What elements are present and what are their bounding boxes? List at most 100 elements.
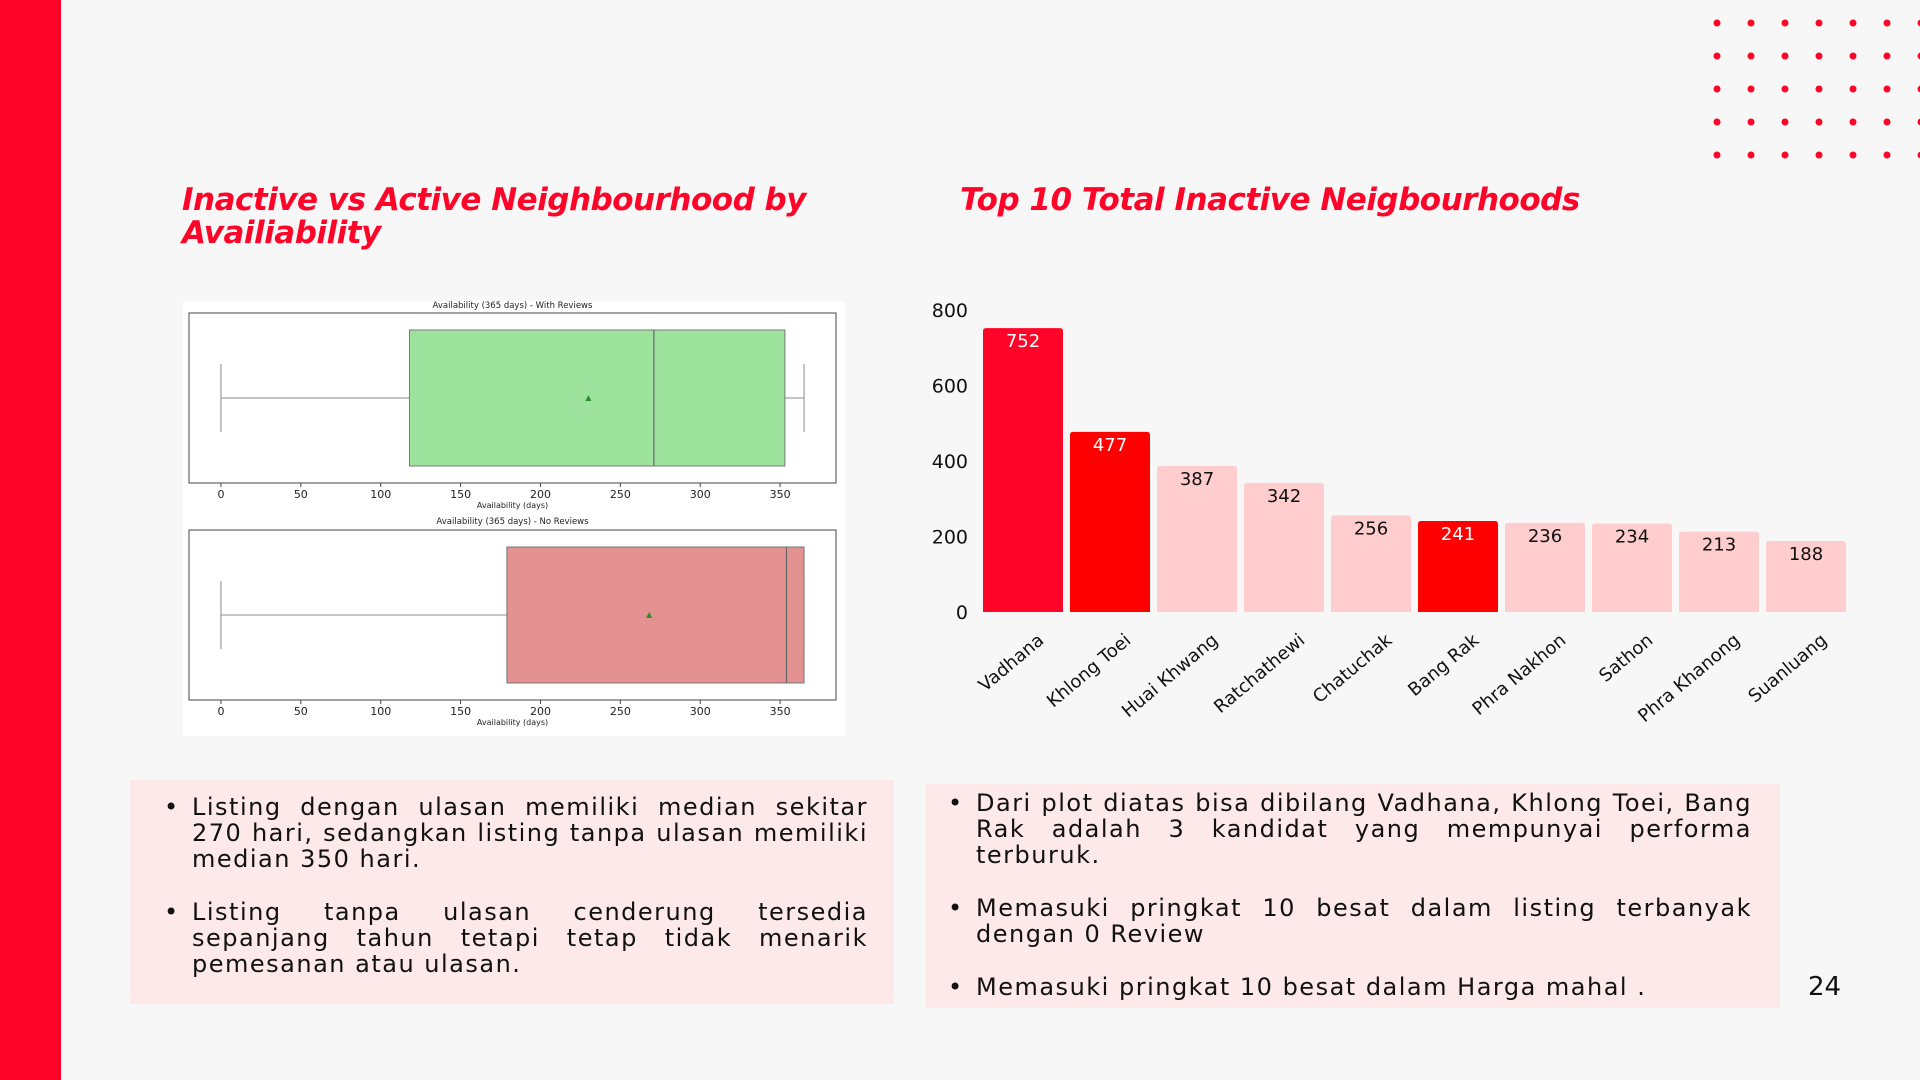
- boxplot-x-tick-label: 300: [690, 705, 711, 718]
- bar-phra-nakhon: [1505, 522, 1585, 612]
- right-notes-box: Dari plot diatas bisa dibilang Vadhana, …: [926, 784, 1780, 1008]
- page-number: 24: [1808, 972, 1842, 1002]
- bar-huai-khwang: [1157, 465, 1237, 612]
- bar-chart-figure: 0 200 400 600 800 752 Vadhana 477 Khlong Toei 387…: [932, 300, 1846, 727]
- boxplot-figure: Availability (365 days) - With Reviews 0 5…: [188, 301, 837, 727]
- decorative-dot: [1849, 85, 1857, 93]
- bar-category-label: Suanluang: [1745, 630, 1832, 708]
- decorative-dot: [1883, 118, 1891, 126]
- right-bullet-1: Dari plot diatas bisa dibilang Vadhana, …: [948, 790, 1752, 868]
- boxplot-box: [408, 329, 786, 467]
- bar-value-label: 342: [1267, 486, 1301, 507]
- bar-category-label: Khlong Toei: [1043, 630, 1135, 712]
- boxplot-title: Availability (365 days) - No Reviews: [436, 517, 589, 527]
- bar-y-tick-label: 0: [956, 602, 968, 624]
- boxplot-x-tick-label: 50: [294, 488, 308, 501]
- left-chart-title: Inactive vs Active Neighbourhood by Avai…: [182, 182, 806, 251]
- decorative-dot: [1781, 151, 1789, 159]
- bar-category-label: Vadhana: [975, 630, 1048, 696]
- decorative-dot: [1917, 151, 1920, 159]
- boxplot-x-tick-label: 250: [610, 488, 631, 501]
- decorative-dot: [1781, 19, 1789, 27]
- boxplot-x-tick-label: 350: [770, 705, 791, 718]
- bar-bang-rak: [1418, 521, 1498, 612]
- bar-category-label: Sathon: [1595, 630, 1657, 687]
- bar-suanluang: [1766, 541, 1846, 612]
- dot-pattern-decoration: [1713, 19, 1920, 159]
- boxplot-x-tick-label: 300: [690, 488, 711, 501]
- bar-category-label: Phra Nakhon: [1468, 630, 1570, 720]
- boxplot-mean-marker: [646, 612, 653, 618]
- decorative-dot: [1713, 19, 1721, 27]
- bar-vadhana: [983, 328, 1063, 612]
- boxplot-x-tick-label: 100: [370, 705, 391, 718]
- decorative-dot: [1781, 85, 1789, 93]
- decorative-dot: [1713, 118, 1721, 126]
- inactive-neighbourhood-bar-chart: 0 200 400 600 800 752 Vadhana 477 Khlong Toei 387…: [925, 290, 1865, 750]
- left-bullet-2: Listing tanpa ulasan cenderung tersedia …: [164, 899, 868, 977]
- bar-y-tick-label: 800: [932, 300, 968, 322]
- decorative-dot: [1747, 19, 1755, 27]
- bar-value-label: 256: [1354, 518, 1388, 539]
- boxplot-box: [506, 546, 805, 684]
- bar-value-label: 236: [1528, 526, 1562, 547]
- bar-value-label: 241: [1441, 524, 1475, 545]
- decorative-dot: [1883, 19, 1891, 27]
- boxplot-x-tick-label: 0: [217, 705, 224, 718]
- bar-chatuchak: [1331, 515, 1411, 612]
- decorative-dot: [1815, 52, 1823, 60]
- decorative-dot: [1917, 118, 1920, 126]
- bar-value-label: 752: [1006, 331, 1040, 352]
- decorative-dot: [1713, 52, 1721, 60]
- left-bullet-1: Listing dengan ulasan memiliki median se…: [164, 794, 868, 872]
- decorative-dot: [1883, 52, 1891, 60]
- boxplot-x-tick-label: 100: [370, 488, 391, 501]
- boxplot-x-tick-label: 150: [450, 705, 471, 718]
- boxplot-mean-marker: [585, 395, 592, 401]
- right-chart-title: Top 10 Total Inactive Neigbourhoods: [960, 182, 1580, 218]
- decorative-dot: [1815, 118, 1823, 126]
- bar-value-label: 188: [1789, 544, 1823, 565]
- decorative-dot: [1815, 85, 1823, 93]
- availability-boxplot-panel: Availability (365 days) - With Reviews 0 5…: [183, 301, 845, 736]
- decorative-dot: [1713, 85, 1721, 93]
- bar-sathon: [1592, 523, 1672, 612]
- boxplot-x-tick-label: 200: [530, 705, 551, 718]
- boxplot-x-tick-label: 0: [217, 488, 224, 501]
- left-accent-bar: [0, 0, 61, 1080]
- bar-category-label: Chatuchak: [1309, 629, 1397, 707]
- bar-category-label: Huai Khwang: [1118, 630, 1222, 722]
- bar-ratchathewi: [1244, 482, 1324, 612]
- bar-phra-khanong: [1679, 531, 1759, 612]
- decorative-dot: [1747, 118, 1755, 126]
- decorative-dot: [1747, 52, 1755, 60]
- bar-category-label: Bang Rak: [1404, 629, 1483, 700]
- boxplot-x-axis-label: Availability (days): [477, 718, 548, 727]
- bar-y-tick-label: 600: [932, 376, 968, 398]
- decorative-dot: [1781, 52, 1789, 60]
- boxplot-x-tick-label: 150: [450, 488, 471, 501]
- decorative-dot: [1849, 118, 1857, 126]
- right-bullet-3: Memasuki pringkat 10 besat dalam Harga m…: [948, 974, 1752, 1000]
- decorative-dot: [1849, 52, 1857, 60]
- boxplot-x-axis-label: Availability (days): [477, 501, 548, 510]
- decorative-dot: [1849, 151, 1857, 159]
- bar-y-tick-label: 200: [932, 527, 968, 549]
- decorative-dot: [1883, 85, 1891, 93]
- decorative-dot: [1713, 151, 1721, 159]
- decorative-dot: [1747, 85, 1755, 93]
- bar-value-label: 477: [1093, 435, 1127, 456]
- boxplot-axes-frame: [188, 312, 837, 484]
- decorative-dot: [1815, 19, 1823, 27]
- decorative-dot: [1917, 19, 1920, 27]
- left-notes-box: Listing dengan ulasan memiliki median se…: [130, 780, 894, 1004]
- bar-y-tick-label: 400: [932, 451, 968, 473]
- bar-value-label: 387: [1180, 469, 1214, 490]
- bar-value-label: 234: [1615, 527, 1649, 548]
- bar-khlong-toei: [1070, 431, 1150, 612]
- boxplot-title: Availability (365 days) - With Reviews: [433, 301, 593, 311]
- bar-value-label: 213: [1702, 535, 1736, 556]
- boxplot-x-tick-label: 250: [610, 705, 631, 718]
- decorative-dot: [1849, 19, 1857, 27]
- boxplot-x-tick-label: 200: [530, 488, 551, 501]
